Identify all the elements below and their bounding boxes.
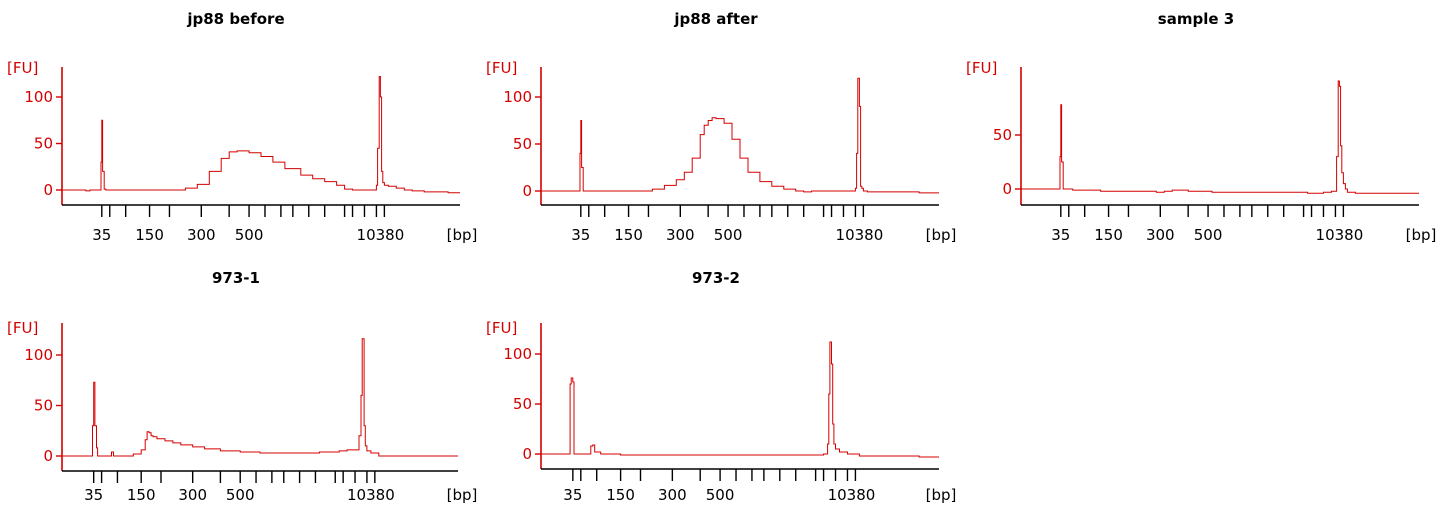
trace-line — [62, 76, 460, 194]
y-tick-label: 50 — [34, 135, 53, 153]
y-tick-label: 100 — [24, 346, 53, 364]
y-axis-label: [FU] — [7, 59, 38, 77]
y-tick-label: 50 — [513, 135, 532, 153]
y-axis-label: [FU] — [966, 59, 997, 77]
x-axis-label: [bp] — [1406, 226, 1437, 244]
panel-973-2: 973-2 [FU] 0 50 100 35 150 300 500 10380 [bp] — [486, 269, 956, 504]
x-tick-label: 10380 — [357, 226, 405, 244]
panel-title: jp88 before — [186, 10, 284, 28]
x-tick-label: 150 — [127, 486, 156, 504]
panel-title: sample 3 — [1158, 10, 1234, 28]
x-tick-label: 150 — [606, 486, 635, 504]
y-tick-label: 0 — [522, 445, 532, 463]
y-tick-label: 0 — [1002, 180, 1012, 198]
x-axis-label: [bp] — [447, 486, 478, 504]
x-tick-label: 35 — [1051, 226, 1070, 244]
y-tick-label: 50 — [513, 395, 532, 413]
y-tick-label: 50 — [993, 126, 1012, 144]
panel-title: 973-2 — [692, 269, 740, 287]
x-tick-label: 500 — [235, 226, 264, 244]
x-tick-label: 10380 — [347, 486, 395, 504]
y-tick-label: 100 — [503, 345, 532, 363]
x-tick-label: 10380 — [1316, 226, 1364, 244]
x-tick-label: 35 — [563, 486, 582, 504]
y-tick-label: 0 — [43, 447, 53, 465]
panel-title: 973-1 — [212, 269, 260, 287]
x-tick-label: 150 — [1094, 226, 1123, 244]
trace-line — [541, 341, 939, 458]
x-tick-label: 35 — [84, 486, 103, 504]
x-tick-label: 150 — [614, 226, 643, 244]
x-tick-label: 300 — [1146, 226, 1175, 244]
x-tick-label: 10380 — [828, 486, 876, 504]
y-tick-label: 100 — [24, 88, 53, 106]
trace-line — [62, 338, 458, 457]
x-tick-label: 10380 — [836, 226, 884, 244]
x-tick-label: 300 — [178, 486, 207, 504]
x-tick-label: 300 — [658, 486, 687, 504]
x-axis-label: [bp] — [926, 486, 957, 504]
y-axis-label: [FU] — [486, 59, 517, 77]
x-tick-label: 500 — [706, 486, 735, 504]
panel-jp88-after: jp88 after [FU] 0 50 100 35 150 300 500 10380 [bp] — [486, 10, 956, 244]
x-tick-label: 300 — [666, 226, 695, 244]
y-tick-label: 100 — [503, 88, 532, 106]
panel-title: jp88 after — [673, 10, 758, 28]
x-axis-label: [bp] — [447, 226, 478, 244]
y-tick-label: 0 — [43, 181, 53, 199]
y-axis-label: [FU] — [7, 319, 38, 337]
trace-line — [541, 77, 939, 194]
x-tick-label: 500 — [226, 486, 255, 504]
panel-jp88-before: jp88 before [FU] 0 50 100 35 150 300 500 10380 [bp… — [7, 10, 477, 244]
x-tick-label: 300 — [187, 226, 216, 244]
x-tick-label: 500 — [714, 226, 743, 244]
y-tick-label: 0 — [522, 182, 532, 200]
x-axis-label: [bp] — [926, 226, 957, 244]
trace-line — [1021, 80, 1419, 194]
x-tick-label: 35 — [92, 226, 111, 244]
y-tick-label: 50 — [34, 397, 53, 415]
y-axis-label: [FU] — [486, 319, 517, 337]
x-tick-label: 500 — [1194, 226, 1223, 244]
panel-sample-3: sample 3 [FU] 0 50 35 150 300 500 10380 [bp] — [966, 10, 1436, 244]
x-tick-label: 150 — [135, 226, 164, 244]
x-tick-label: 35 — [571, 226, 590, 244]
panel-973-1: 973-1 [FU] 0 50 100 35 150 300 500 10380 [bp] — [7, 269, 477, 504]
